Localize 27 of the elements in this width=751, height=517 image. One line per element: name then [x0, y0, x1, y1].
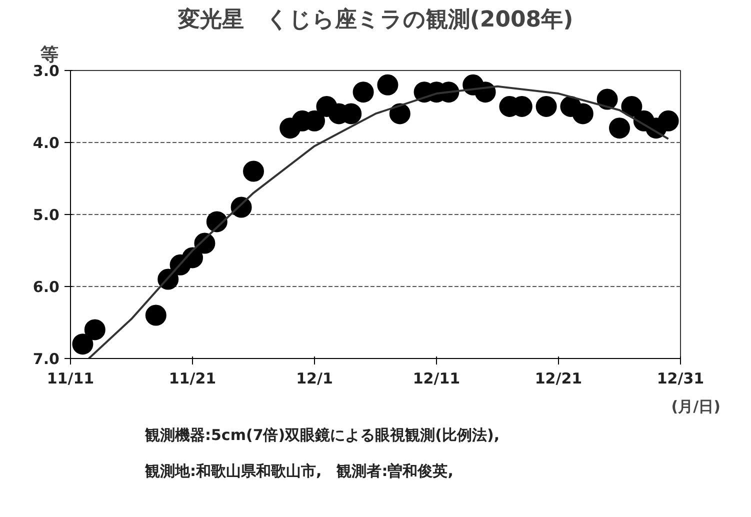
point — [352, 82, 374, 103]
x-tick-label: 11/11 — [46, 370, 94, 388]
point — [596, 88, 618, 110]
point — [621, 96, 642, 117]
y-tick-label: 6.0 — [32, 278, 60, 296]
x-axis-title: (月/日) — [671, 398, 721, 416]
point — [377, 74, 398, 96]
point — [572, 103, 594, 124]
point — [243, 160, 264, 182]
point — [72, 334, 94, 355]
y-tick-label: 7.0 — [32, 350, 60, 368]
point — [145, 304, 166, 326]
y-tick-label: 5.0 — [32, 206, 60, 224]
text: 観測機器:5cm(7倍)双眼鏡による眼視観測(比例法), — [145, 425, 500, 446]
point — [609, 118, 630, 139]
y-tick-label: 4.0 — [32, 134, 60, 152]
point — [658, 110, 679, 132]
x-tick-label: 12/11 — [412, 370, 460, 388]
point — [84, 319, 106, 340]
point — [536, 96, 557, 117]
point — [389, 103, 410, 124]
chart-title: 変光星 くじら座ミラの観測(2008年) — [176, 6, 574, 32]
text: 観測地:和歌山県和歌山市, 観測者:曽和俊英, — [145, 461, 454, 482]
x-tick-label: 12/1 — [296, 370, 333, 388]
x-tick-label: 12/31 — [656, 370, 704, 388]
x-tick-label: 12/21 — [534, 370, 582, 388]
x-tick-label: 11/21 — [168, 370, 216, 388]
